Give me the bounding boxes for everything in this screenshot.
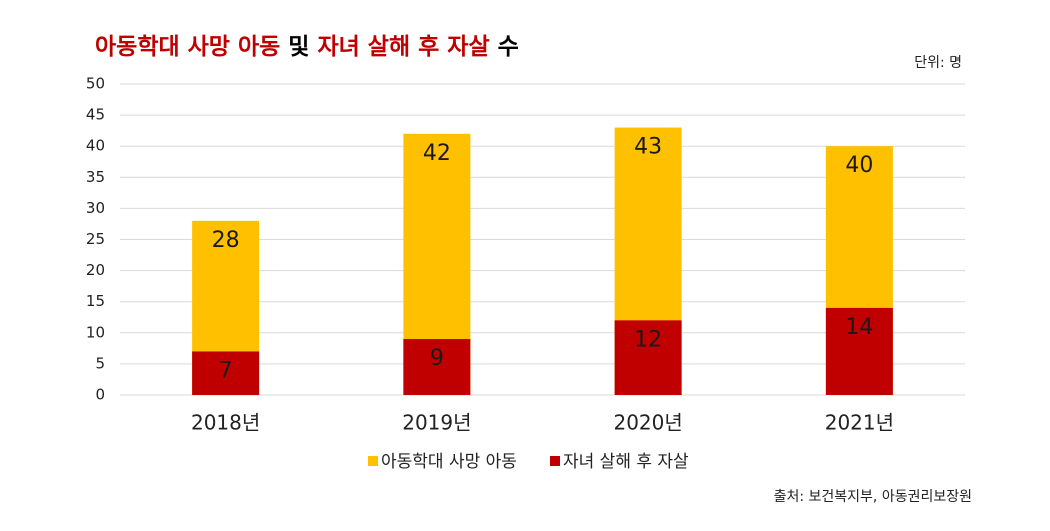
bar — [403, 339, 471, 395]
legend-label: 자녀 살해 후 자살 — [563, 452, 689, 472]
chart-title: 아동학대 사망 아동 및 자녀 살해 후 자살 수 — [95, 34, 519, 60]
y-tick-label: 0 — [95, 386, 105, 404]
legend-swatch — [550, 456, 560, 466]
bar — [614, 320, 682, 395]
value-label: 28 — [212, 228, 240, 253]
y-tick-label: 25 — [86, 230, 105, 248]
x-tick-label: 2018년 — [191, 411, 260, 435]
x-tick-label: 2019년 — [402, 411, 471, 435]
y-tick-label: 45 — [86, 106, 105, 124]
value-label: 9 — [430, 346, 444, 371]
source-note: 출처: 보건복지부, 아동권리보장원 — [774, 489, 972, 505]
title-part: 수 — [490, 34, 519, 60]
title-part: 아동학대 사망 아동 — [95, 34, 280, 60]
y-tick-label: 35 — [86, 168, 105, 186]
legend-label: 아동학대 사망 아동 — [381, 452, 517, 472]
value-label: 7 — [219, 358, 233, 383]
y-tick-label: 20 — [86, 261, 105, 279]
bar — [192, 351, 260, 395]
legend-swatch — [368, 456, 378, 466]
x-tick-label: 2020년 — [613, 411, 682, 435]
y-tick-label: 30 — [86, 199, 105, 217]
value-label: 14 — [845, 315, 873, 340]
x-tick-label: 2021년 — [825, 411, 894, 435]
value-label: 12 — [634, 327, 662, 352]
y-tick-label: 15 — [86, 292, 105, 310]
y-tick-label: 5 — [95, 354, 105, 372]
title-part: 자녀 살해 후 자살 — [317, 34, 489, 60]
title-part: 및 — [280, 34, 317, 60]
bar — [825, 307, 893, 395]
unit-note: 단위: 명 — [914, 55, 962, 71]
y-tick-label: 40 — [86, 137, 105, 155]
y-tick-label: 10 — [86, 323, 105, 341]
y-tick-label: 50 — [86, 75, 105, 93]
value-label: 42 — [423, 141, 451, 166]
value-label: 43 — [634, 135, 662, 160]
value-label: 40 — [845, 153, 873, 178]
